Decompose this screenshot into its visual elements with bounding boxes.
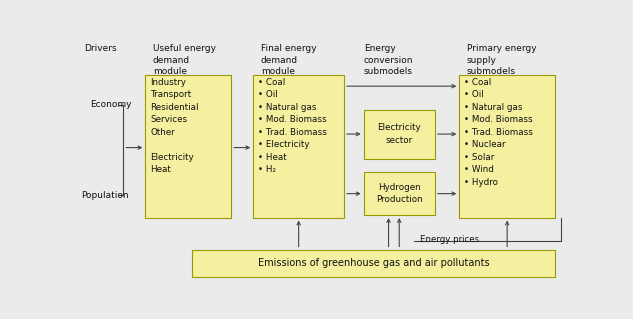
Text: Economy: Economy [90,100,132,109]
Text: • Coal
• Oil
• Natural gas
• Mod. Biomass
• Trad. Biomass
• Electricity
• Heat
•: • Coal • Oil • Natural gas • Mod. Biomas… [258,78,327,174]
Text: Electricity
sector: Electricity sector [377,123,421,145]
Text: Emissions of greenhouse gas and air pollutants: Emissions of greenhouse gas and air poll… [258,258,489,268]
Text: Energy prices: Energy prices [420,235,479,244]
Text: Drivers: Drivers [84,44,116,53]
FancyBboxPatch shape [146,75,231,218]
Text: Useful energy
demand
module: Useful energy demand module [153,44,216,76]
Text: Primary energy
supply
submodels: Primary energy supply submodels [467,44,536,76]
FancyBboxPatch shape [460,75,555,218]
Text: Industry
Transport
Residential
Services
Other

Electricity
Heat: Industry Transport Residential Services … [150,78,199,174]
Text: Final energy
demand
module: Final energy demand module [261,44,316,76]
Text: • Coal
• Oil
• Natural gas
• Mod. Biomass
• Trad. Biomass
• Nuclear
• Solar
• Wi: • Coal • Oil • Natural gas • Mod. Biomas… [464,78,533,187]
Text: Energy
conversion
submodels: Energy conversion submodels [363,44,413,76]
FancyBboxPatch shape [253,75,344,218]
FancyBboxPatch shape [192,249,555,277]
FancyBboxPatch shape [363,172,435,215]
Text: Population: Population [82,191,129,200]
Text: Hydrogen
Production: Hydrogen Production [376,183,423,204]
FancyBboxPatch shape [363,109,435,159]
